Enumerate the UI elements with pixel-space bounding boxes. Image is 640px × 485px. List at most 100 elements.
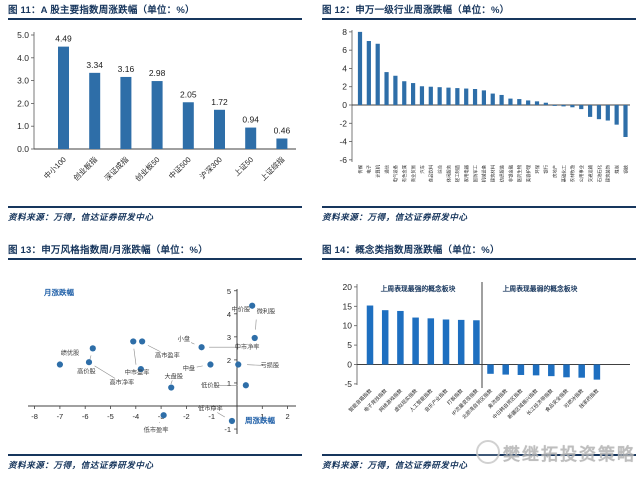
svg-text:4.0: 4.0	[17, 53, 29, 63]
label-leader-line	[170, 380, 173, 385]
svg-text:-1: -1	[208, 412, 215, 421]
x-axis-label: 房地产	[552, 165, 559, 178]
svg-text:2: 2	[286, 412, 290, 421]
figure-11-title-underline	[8, 18, 302, 20]
point-label: 低价股	[201, 382, 220, 390]
x-axis-label: 机械设备	[481, 164, 488, 182]
bar	[472, 89, 478, 105]
point-label: 中市盈率	[125, 369, 150, 377]
bar	[182, 102, 194, 149]
figure-14-title-underline	[322, 258, 636, 260]
bar-value-label: 0.94	[242, 115, 259, 125]
data-point	[89, 345, 96, 352]
bar	[588, 105, 593, 117]
x-axis-label: 休闲服务	[445, 164, 452, 182]
label-leader-line	[247, 364, 262, 366]
data-point	[168, 384, 175, 391]
point-label: 低市盈率	[144, 426, 169, 434]
bar	[464, 88, 469, 105]
svg-text:5: 5	[347, 340, 352, 350]
bar	[579, 105, 584, 110]
bar	[427, 318, 435, 365]
bar	[393, 75, 398, 105]
bar-value-label: 0.46	[274, 126, 291, 136]
figure-13-title-underline	[8, 258, 302, 260]
bar	[563, 364, 570, 378]
point-label: 微利股	[257, 307, 276, 315]
y-axis-title: 月涨跌幅	[43, 287, 74, 297]
x-axis-label: 银行	[543, 164, 550, 173]
label-leader-line	[133, 348, 137, 365]
svg-text:-1: -1	[224, 425, 231, 434]
bar	[548, 364, 555, 377]
label-leader-line	[196, 365, 203, 368]
x-axis-label: 食品饮料	[428, 164, 435, 182]
bar	[357, 31, 363, 105]
svg-text:-6: -6	[339, 155, 347, 165]
svg-text:2.0: 2.0	[17, 98, 29, 108]
bar	[366, 41, 371, 105]
svg-text:10: 10	[343, 321, 353, 331]
svg-text:4: 4	[227, 310, 231, 319]
svg-text:-2: -2	[339, 118, 347, 128]
bar	[437, 87, 442, 105]
svg-text:0.0: 0.0	[17, 144, 29, 154]
x-axis-label: 建筑装饰	[605, 164, 612, 182]
bar	[596, 105, 602, 120]
svg-text:-5: -5	[344, 379, 352, 389]
bar	[623, 105, 628, 137]
svg-text:1: 1	[260, 412, 264, 421]
bar-value-label: 2.05	[180, 89, 197, 99]
svg-text:1: 1	[227, 379, 231, 388]
bar	[552, 105, 557, 106]
figure-12-panel: 图 12：申万一级行业周涨跌幅（单位：%） -6 -4 -2 0 2 4 6 8 传媒 电子 计算机…	[322, 4, 636, 223]
data-point	[130, 338, 137, 345]
x-axis-label: 通信	[383, 164, 390, 173]
figure-13-panel: 图 13：申万风格指数周/月涨跌幅（单位：%） -8-7-6-5-4-3-2-1…	[8, 244, 302, 471]
svg-text:5.0: 5.0	[17, 30, 29, 40]
bar	[366, 305, 374, 365]
x-axis-label: 国防军工	[472, 164, 479, 182]
bar	[402, 81, 407, 105]
group-title: 上周表现最强的概念板块	[381, 284, 456, 293]
bar	[89, 72, 101, 149]
bar	[490, 93, 495, 105]
figure-14-chart: -505101520智能音箱指数电子竞技指数网络游戏指数虚拟现实指数人工智能指数…	[343, 282, 630, 421]
svg-text:-4: -4	[132, 412, 139, 421]
x-axis-label: 建筑材料	[490, 164, 497, 182]
bar	[397, 310, 404, 365]
bar	[534, 101, 540, 105]
label-leader-line	[255, 319, 257, 330]
figure-14-source: 资料来源：万得，信达证券研发中心	[322, 460, 468, 470]
figure-11-footer-rule	[8, 206, 302, 208]
point-label: 绩优股	[61, 349, 80, 357]
label-leader-line	[94, 365, 116, 379]
data-point	[251, 334, 258, 342]
x-axis-label: 沪深300	[197, 154, 224, 181]
x-axis-label: 纺织服装	[498, 164, 505, 182]
x-axis-label: 交通运输	[587, 164, 594, 182]
bar	[455, 88, 460, 105]
x-axis-label: 深证成指	[102, 154, 131, 183]
bar-value-label: 3.34	[86, 60, 103, 70]
data-point	[137, 366, 144, 373]
x-axis-label: 上证综指	[258, 154, 287, 183]
x-axis-label: 煤炭	[613, 164, 620, 173]
x-axis-label: 中证500	[166, 154, 193, 181]
bar-value-label: 2.98	[149, 68, 166, 78]
point-label: 中市净率	[235, 343, 260, 351]
x-axis-label: 计算机	[375, 164, 382, 178]
bar	[517, 99, 522, 105]
svg-text:0: 0	[347, 360, 352, 370]
bar	[384, 72, 389, 105]
x-axis-label: 传媒	[357, 164, 364, 173]
figure-13-source: 资料来源：万得，信达证券研发中心	[8, 460, 154, 470]
svg-text:4: 4	[342, 63, 347, 73]
data-point	[242, 382, 249, 389]
bar	[508, 98, 513, 105]
bar	[481, 90, 486, 105]
figure-13-title: 图 13：申万风格指数周/月涨跌幅（单位：%）	[8, 245, 208, 256]
bar	[499, 94, 504, 105]
bar	[457, 319, 465, 365]
bar-value-label: 3.16	[118, 64, 135, 74]
